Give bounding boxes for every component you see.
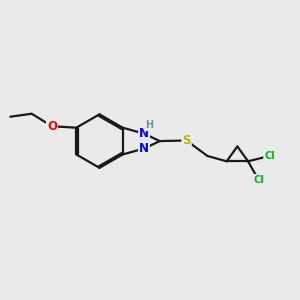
Text: S: S — [182, 134, 191, 147]
Text: Cl: Cl — [264, 151, 275, 161]
Text: Cl: Cl — [253, 175, 264, 185]
Text: N: N — [139, 127, 149, 140]
Text: H: H — [145, 120, 154, 130]
Text: O: O — [47, 120, 57, 133]
Text: N: N — [139, 142, 149, 155]
